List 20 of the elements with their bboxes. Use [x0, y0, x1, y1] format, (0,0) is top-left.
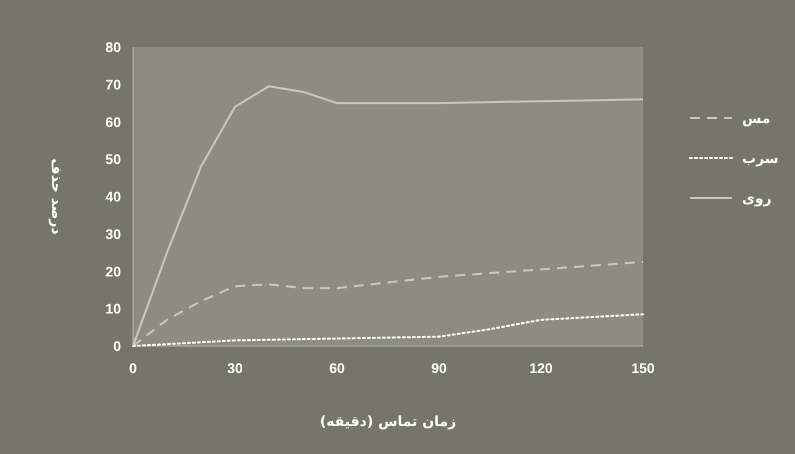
- y-tick-label: 20: [105, 263, 122, 280]
- y-tick-label: 10: [105, 300, 122, 317]
- legend-label: روی: [742, 191, 772, 207]
- x-axis-title: زمان تماس (دقیقه): [320, 414, 456, 430]
- legend-label: مس: [742, 111, 770, 127]
- y-tick-label: 40: [105, 188, 122, 204]
- y-tick-label: 60: [105, 114, 122, 130]
- y-axis-title: درصد حذف: [48, 158, 64, 235]
- x-tick-label: 90: [431, 360, 447, 376]
- y-tick-label: 50: [105, 151, 122, 168]
- x-tick-label: 60: [329, 360, 345, 376]
- x-tick-label: 30: [227, 360, 243, 376]
- x-tick-label: 0: [129, 360, 138, 376]
- x-tick-label: 120: [529, 360, 553, 376]
- legend-label: سرب: [742, 151, 779, 167]
- y-tick-label: 80: [105, 39, 122, 55]
- y-tick-label: 30: [105, 226, 122, 242]
- y-tick-label: 70: [105, 76, 122, 92]
- y-tick-label: 0: [113, 338, 122, 354]
- x-tick-label: 150: [631, 360, 655, 376]
